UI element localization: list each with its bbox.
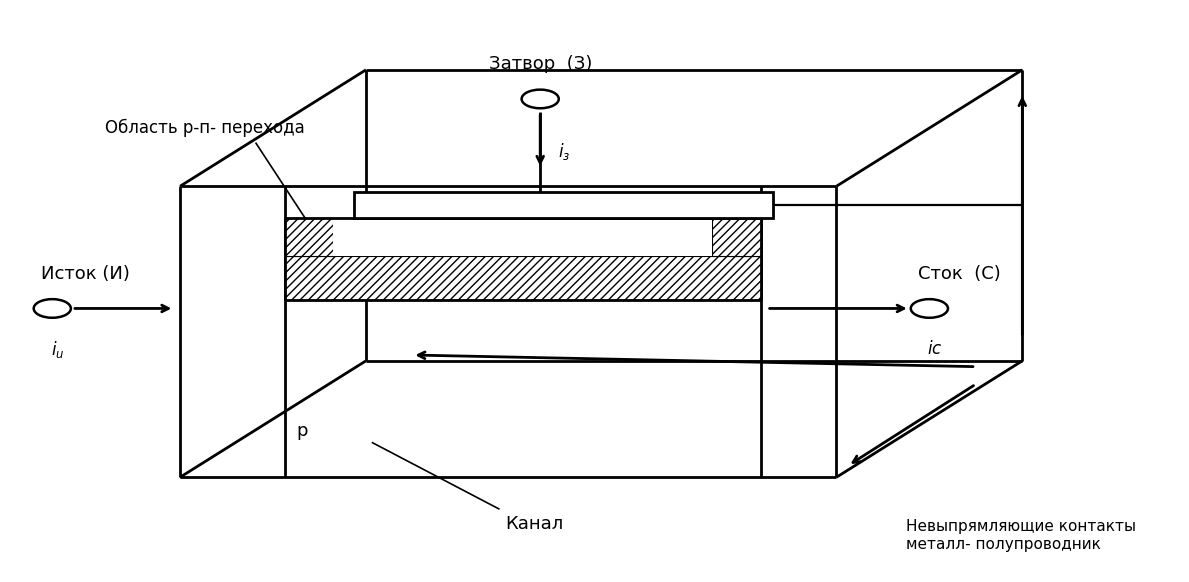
Text: $ic$: $ic$ — [927, 340, 943, 358]
Bar — [284, 256, 761, 300]
Polygon shape — [180, 186, 836, 477]
Text: Область р-п- перехода: Область р-п- перехода — [105, 119, 304, 137]
Text: $i_u$: $i_u$ — [51, 339, 65, 360]
Text: Сток  (С): Сток (С) — [918, 265, 1000, 282]
Text: р: р — [296, 422, 308, 439]
Bar — [333, 218, 712, 256]
Bar — [712, 218, 761, 256]
Text: $i_з$: $i_з$ — [558, 141, 570, 162]
Text: n: n — [517, 222, 528, 240]
Polygon shape — [836, 70, 1023, 477]
Text: Канал: Канал — [505, 515, 564, 533]
Polygon shape — [180, 70, 1023, 186]
Bar — [354, 192, 773, 218]
Polygon shape — [366, 70, 1023, 361]
Text: Исток (И): Исток (И) — [40, 265, 130, 282]
Bar — [284, 218, 333, 256]
Text: Затвор  (З): Затвор (З) — [489, 55, 592, 73]
Text: Невыпрямляющие контакты
металл- полупроводник: Невыпрямляющие контакты металл- полупров… — [906, 519, 1137, 552]
